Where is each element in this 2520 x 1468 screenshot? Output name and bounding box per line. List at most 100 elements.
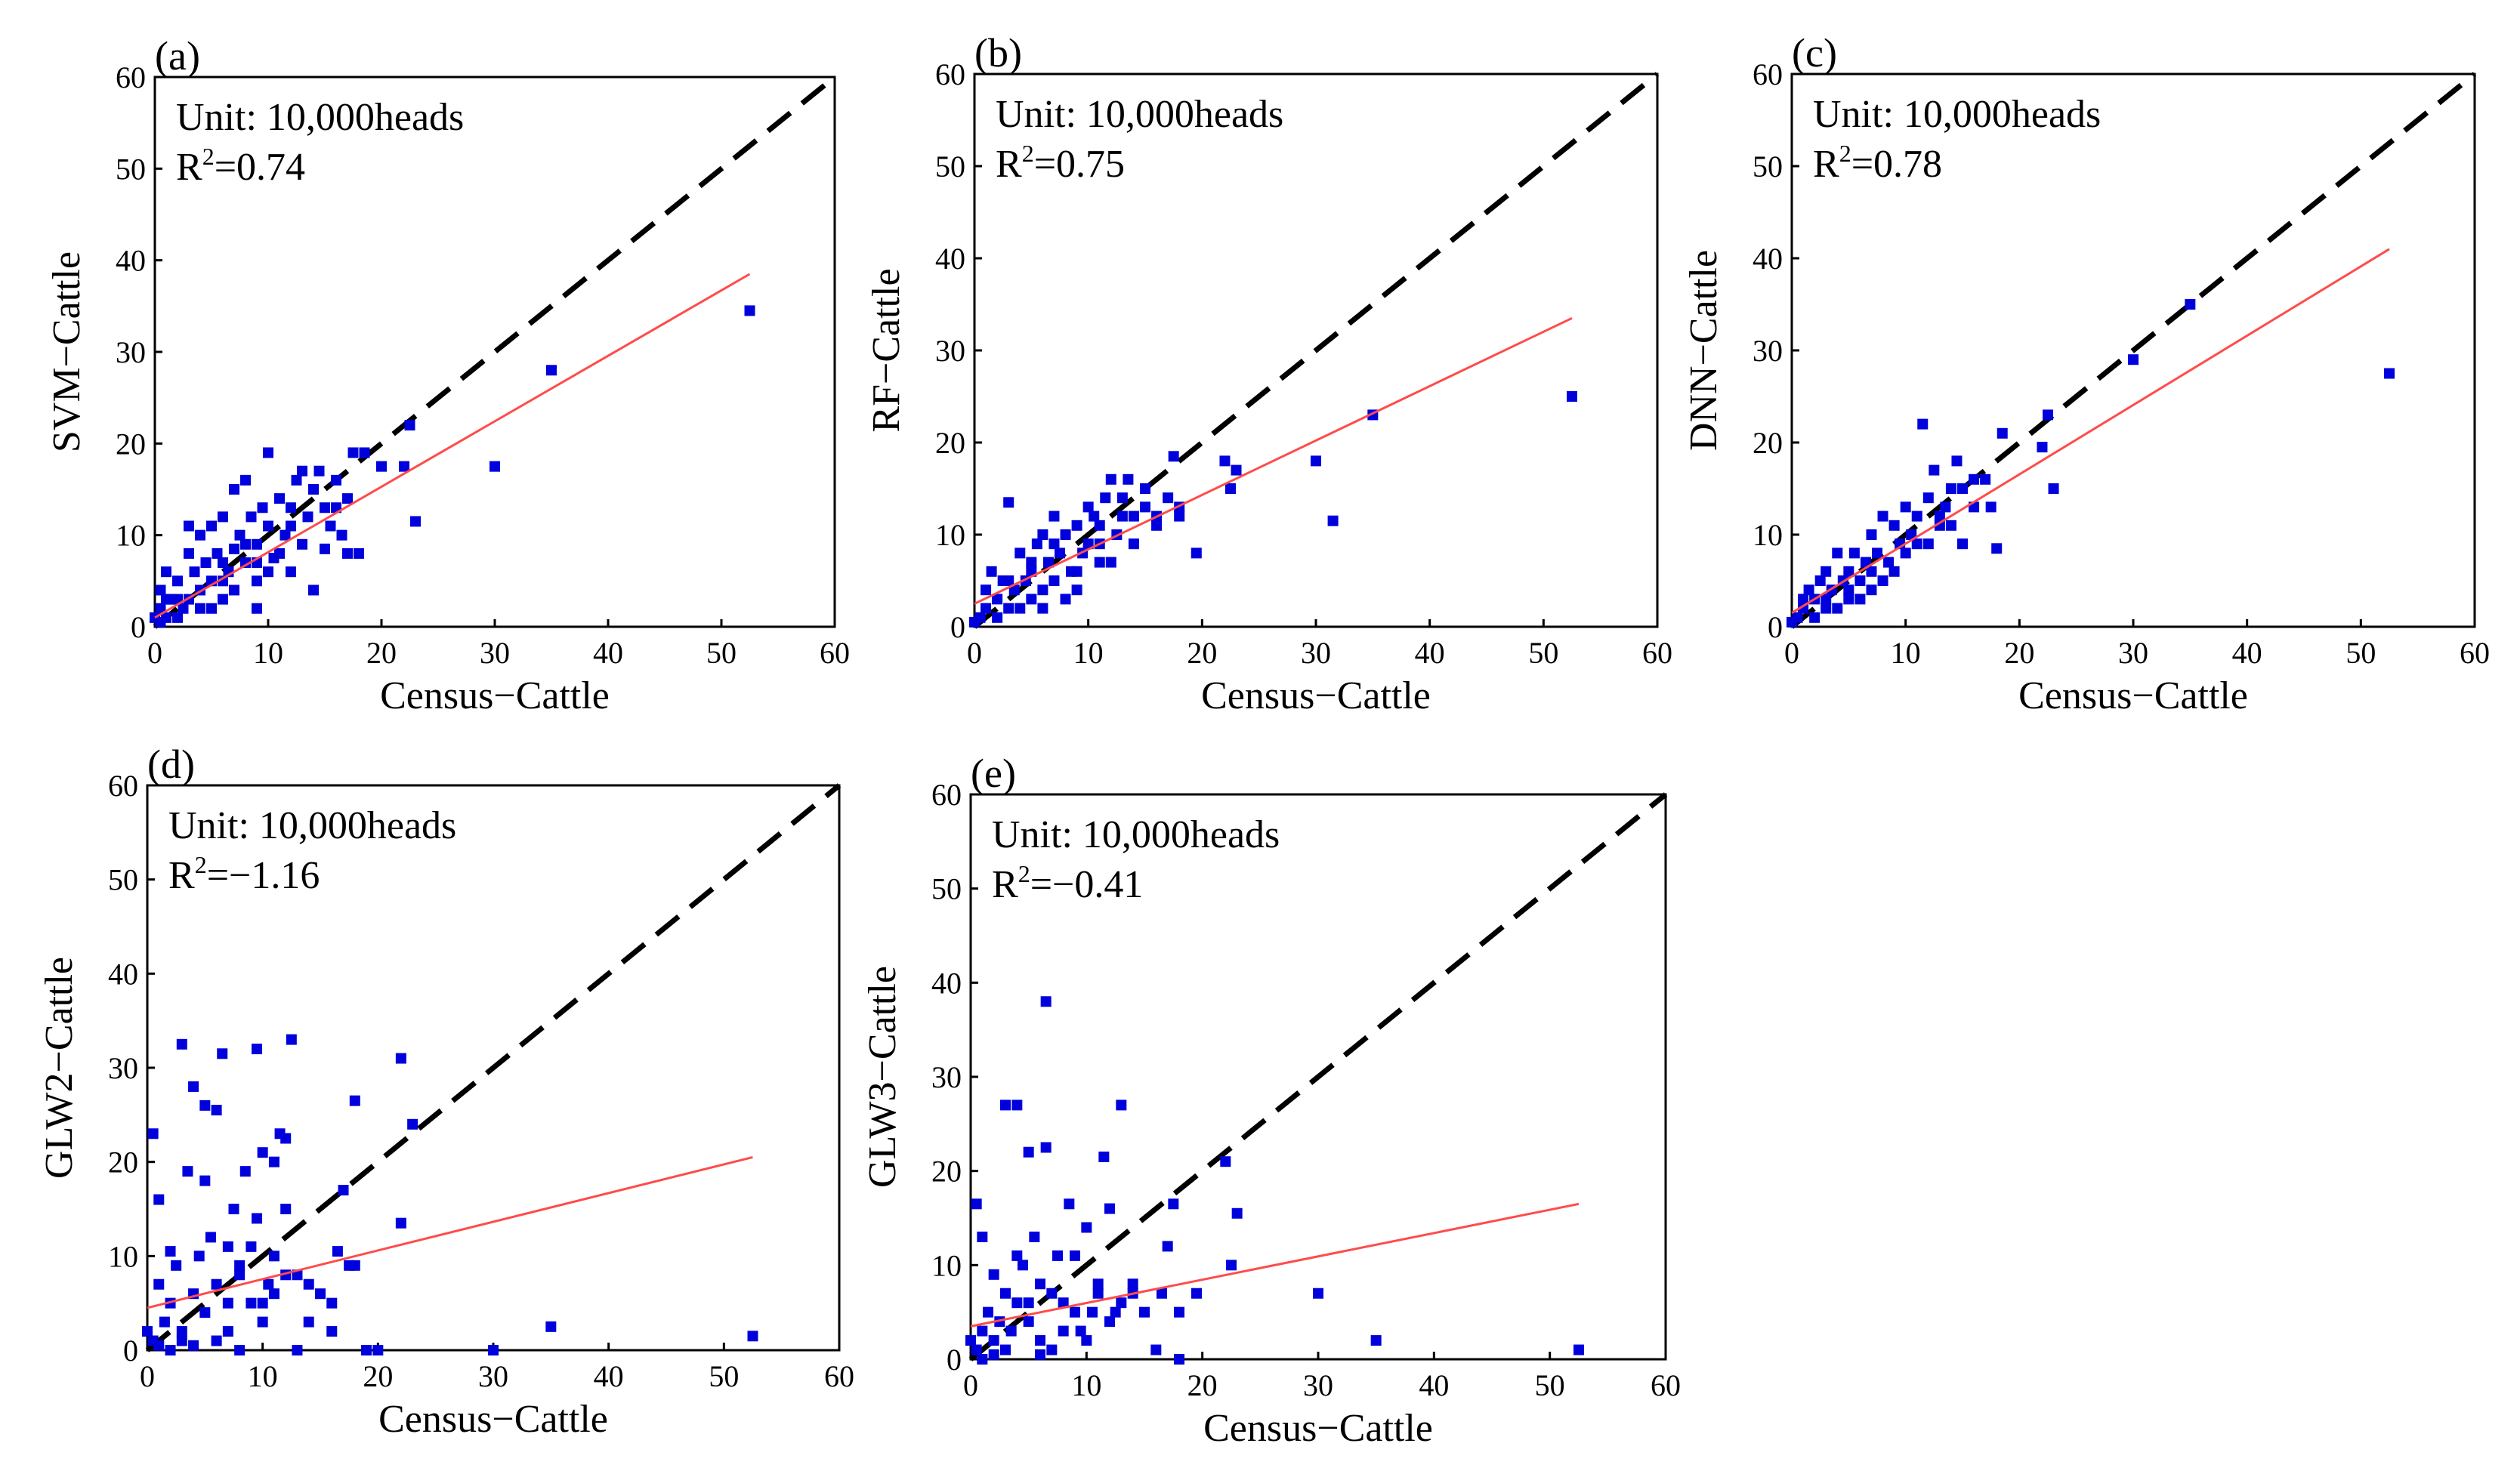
data-point: [1029, 1231, 1040, 1242]
data-point: [211, 1278, 222, 1290]
data-point: [2043, 409, 2053, 421]
data-point: [1997, 427, 2008, 439]
data-point: [1005, 1325, 1017, 1337]
data-point: [257, 1297, 268, 1309]
data-point: [1313, 1288, 1323, 1299]
data-point: [1035, 1278, 1045, 1290]
data-point: [1105, 557, 1116, 568]
unit-annotation: Unit: 10,000heads: [1813, 93, 2101, 136]
r2-value: =−0.41: [1030, 863, 1144, 906]
data-point: [1969, 473, 1980, 485]
data-point: [178, 603, 189, 614]
data-point: [1008, 584, 1020, 596]
y-tick-label: 0: [131, 610, 146, 644]
data-point: [326, 1326, 338, 1337]
data-point: [981, 603, 992, 614]
data-point: [292, 1345, 303, 1355]
data-point: [206, 520, 217, 532]
data-point: [1110, 1306, 1121, 1318]
data-point: [1081, 1222, 1092, 1233]
data-point: [1991, 543, 2003, 554]
scatter-panel-4: 0 10 20 30 40 50 60 0 10 20 30 40 50 60 (d) Census−Catt…: [38, 742, 854, 1441]
x-axis-label: Census−Cattle: [1201, 674, 1431, 717]
data-point: [308, 584, 319, 596]
data-point: [1092, 1278, 1104, 1290]
data-point: [182, 1166, 193, 1177]
x-tick-label: 20: [366, 636, 397, 670]
data-point: [1071, 584, 1082, 596]
data-point: [280, 1204, 292, 1214]
data-point: [965, 1335, 976, 1346]
data-point: [246, 511, 257, 523]
data-point: [205, 1232, 216, 1243]
data-point: [252, 538, 262, 550]
data-point: [336, 529, 347, 541]
one-to-one-line: [972, 72, 1660, 629]
data-point: [1105, 473, 1116, 485]
r2-prefix: R: [168, 854, 195, 897]
data-point: [1023, 1316, 1034, 1328]
data-point: [1011, 1250, 1023, 1261]
data-point: [1832, 547, 1843, 559]
one-to-one-line: [145, 783, 842, 1352]
data-point: [546, 365, 557, 376]
data-point: [234, 1269, 246, 1281]
data-point: [1023, 1297, 1034, 1309]
y-tick-label: 50: [108, 863, 138, 897]
x-tick-label: 20: [363, 1359, 393, 1393]
unit-annotation: Unit: 10,000heads: [996, 93, 1283, 136]
data-point: [1151, 520, 1163, 531]
data-point: [1888, 520, 1900, 531]
data-point: [372, 1345, 384, 1355]
data-point: [1075, 1325, 1086, 1337]
regression-line: [974, 316, 1573, 605]
y-tick-label: 60: [935, 57, 965, 91]
data-point: [2185, 299, 2196, 310]
data-point: [1843, 566, 1854, 577]
data-point: [218, 575, 228, 587]
y-tick-label: 40: [108, 957, 138, 991]
x-tick-label: 0: [147, 636, 162, 670]
data-point: [1922, 538, 1934, 550]
data-point: [1191, 1288, 1202, 1299]
data-point: [240, 557, 251, 569]
data-point: [1128, 510, 1139, 522]
data-point: [488, 1345, 499, 1355]
scatter-panel-3: 0 10 20 30 40 50 60 0 10 20 30 40 50 60 (c) Census−Catt…: [1682, 30, 2490, 717]
data-point: [320, 543, 330, 554]
data-point: [155, 603, 166, 614]
data-point: [1821, 603, 1832, 614]
data-point: [2384, 368, 2395, 379]
data-point: [257, 1316, 268, 1328]
data-point: [545, 1321, 557, 1332]
data-point: [1922, 492, 1934, 504]
data-point: [1116, 1099, 1127, 1111]
x-tick-label: 60: [2460, 636, 2490, 670]
data-point: [268, 1156, 279, 1167]
x-tick-label: 0: [963, 1368, 978, 1402]
data-point: [297, 538, 307, 550]
data-point: [153, 1340, 165, 1351]
r2-prefix: R: [996, 143, 1022, 186]
data-point: [988, 1349, 999, 1360]
data-point: [252, 1044, 263, 1055]
y-tick-label: 20: [935, 426, 965, 460]
y-tick-label: 10: [108, 1239, 138, 1273]
data-point: [176, 1326, 187, 1337]
data-point: [1957, 483, 1968, 494]
data-point: [1116, 492, 1128, 504]
data-point: [332, 1246, 343, 1257]
r2-prefix: R: [992, 863, 1018, 906]
y-tick-label: 60: [1753, 57, 1783, 91]
data-point: [1040, 996, 1052, 1007]
data-point: [1311, 455, 1321, 467]
y-tick-label: 40: [1753, 242, 1783, 276]
data-point: [257, 502, 268, 513]
data-point: [1035, 1335, 1045, 1346]
y-tick-label: 0: [950, 610, 965, 644]
data-point: [1872, 547, 1882, 559]
unit-annotation: Unit: 10,000heads: [168, 804, 456, 847]
data-point: [1860, 557, 1871, 568]
data-point: [1082, 538, 1094, 550]
data-point: [239, 1166, 251, 1177]
